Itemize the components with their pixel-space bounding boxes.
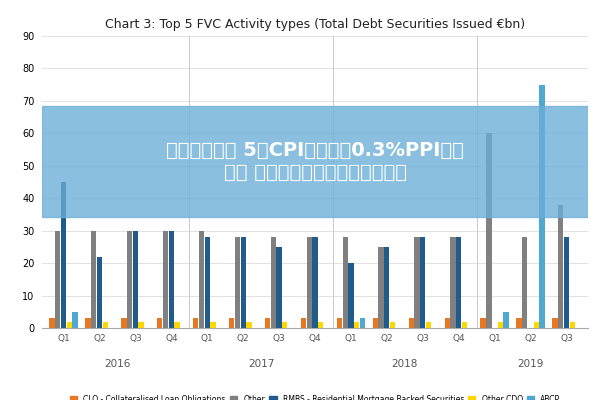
Bar bbox=[97, 257, 102, 328]
Bar bbox=[318, 322, 323, 328]
Bar bbox=[522, 237, 527, 328]
Bar bbox=[241, 237, 246, 328]
Bar bbox=[337, 318, 342, 328]
Bar bbox=[420, 237, 425, 328]
Bar bbox=[354, 322, 359, 328]
Text: 2018: 2018 bbox=[392, 359, 418, 369]
Bar bbox=[426, 322, 431, 328]
Bar bbox=[85, 318, 91, 328]
Text: 2016: 2016 bbox=[104, 359, 131, 369]
Text: 2017: 2017 bbox=[248, 359, 274, 369]
Bar bbox=[157, 318, 163, 328]
Bar bbox=[265, 318, 270, 328]
Bar bbox=[498, 322, 503, 328]
Bar bbox=[169, 231, 174, 328]
Bar bbox=[307, 237, 312, 328]
Bar bbox=[553, 318, 557, 328]
Bar bbox=[175, 322, 180, 328]
Bar bbox=[139, 322, 144, 328]
Bar bbox=[503, 312, 509, 328]
Bar bbox=[409, 318, 414, 328]
Bar bbox=[277, 247, 282, 328]
Bar bbox=[199, 231, 204, 328]
Bar bbox=[533, 322, 539, 328]
Bar bbox=[456, 237, 461, 328]
Bar bbox=[61, 182, 66, 328]
Bar bbox=[282, 322, 287, 328]
Bar bbox=[569, 322, 575, 328]
Bar bbox=[121, 318, 127, 328]
Bar bbox=[462, 322, 467, 328]
Bar bbox=[67, 322, 72, 328]
Text: 2019: 2019 bbox=[517, 359, 544, 369]
Bar bbox=[384, 247, 389, 328]
Bar bbox=[445, 318, 450, 328]
Bar bbox=[73, 312, 77, 328]
Bar bbox=[450, 237, 455, 328]
Bar bbox=[42, 106, 588, 217]
Bar bbox=[390, 322, 395, 328]
Bar bbox=[481, 318, 486, 328]
Bar bbox=[271, 237, 276, 328]
Bar bbox=[360, 318, 365, 328]
Text: 全国炸股配资 5月CPI同比上涨0.3%PPI降幅
收窄 扩内需政策有提振但仍需发力: 全国炸股配资 5月CPI同比上涨0.3%PPI降幅 收窄 扩内需政策有提振但仍需… bbox=[166, 141, 464, 182]
Bar bbox=[91, 231, 97, 328]
Bar bbox=[193, 318, 199, 328]
Title: Chart 3: Top 5 FVC Activity types (Total Debt Securities Issued €bn): Chart 3: Top 5 FVC Activity types (Total… bbox=[105, 18, 525, 31]
Bar bbox=[211, 322, 215, 328]
Bar bbox=[415, 237, 419, 328]
Bar bbox=[246, 322, 251, 328]
Bar bbox=[127, 231, 132, 328]
Bar bbox=[313, 237, 317, 328]
Bar bbox=[49, 318, 55, 328]
Bar bbox=[163, 231, 168, 328]
Bar bbox=[205, 237, 210, 328]
Bar bbox=[235, 237, 240, 328]
Bar bbox=[539, 85, 545, 328]
Bar bbox=[379, 247, 384, 328]
Legend: CLO - Collateralised Loan Obligations, Other, RMBS - Residential Mortgage Backed: CLO - Collateralised Loan Obligations, O… bbox=[67, 392, 563, 400]
Bar bbox=[517, 318, 521, 328]
Bar bbox=[564, 237, 569, 328]
Bar bbox=[229, 318, 235, 328]
Bar bbox=[55, 231, 61, 328]
Bar bbox=[558, 205, 563, 328]
Bar bbox=[373, 318, 378, 328]
Bar bbox=[301, 318, 306, 328]
Bar bbox=[343, 237, 348, 328]
Bar bbox=[348, 263, 353, 328]
Bar bbox=[486, 133, 491, 328]
Bar bbox=[103, 322, 108, 328]
Bar bbox=[133, 231, 138, 328]
